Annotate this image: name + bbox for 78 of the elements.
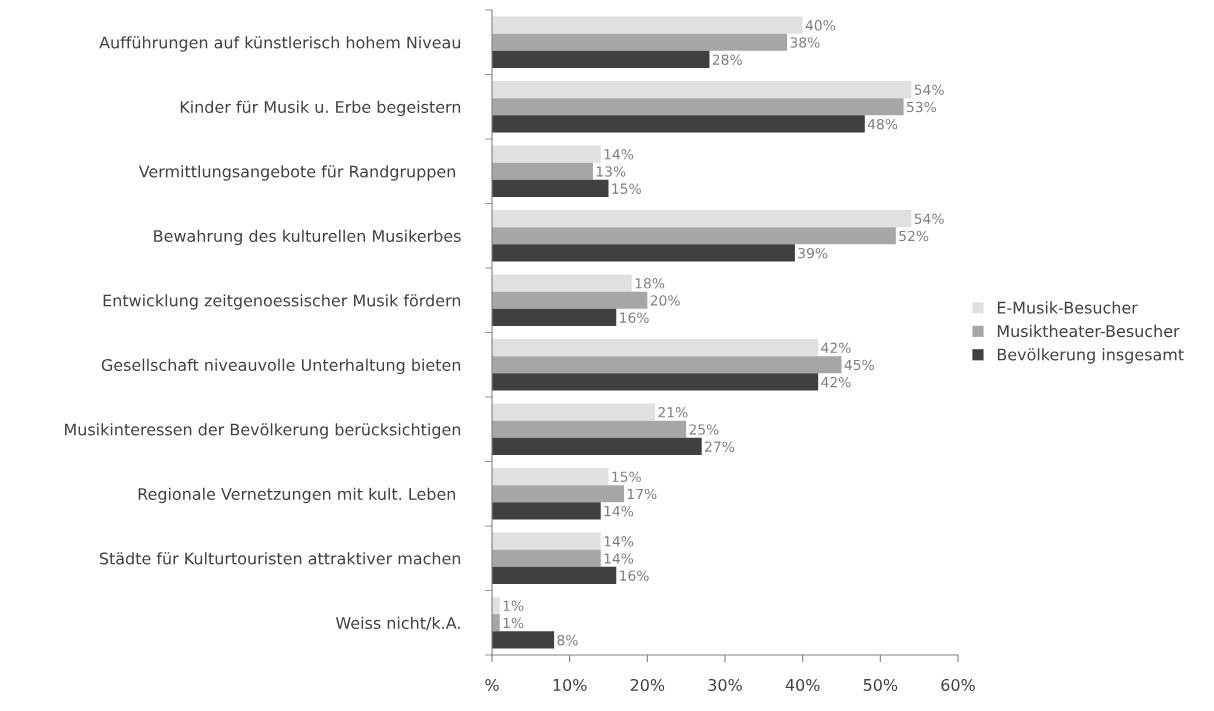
bar [492,291,648,309]
y-tick-label: Kinder für Musik u. Erbe begeistern [180,100,461,117]
data-label: 54% [914,213,944,225]
legend-label: E-Musik-Besucher [997,301,1138,314]
bar [492,274,632,292]
x-tick-label: 60% [941,678,975,691]
data-label: 38% [790,37,820,48]
bar [492,403,656,421]
data-label: 20% [650,295,680,306]
bar [492,566,617,585]
x-tick-label: 20% [630,678,665,691]
bar [492,33,788,51]
data-label: 1% [503,600,524,612]
data-label: 45% [844,359,874,371]
data-label: 8% [557,634,578,646]
y-tick-label: Städte für Kulturtouristen attraktiver machen [99,552,461,565]
bar [492,485,625,503]
data-label: 17% [627,488,657,500]
y-tick-label: Weiss nicht/k.A. [335,616,460,631]
x-tick-label: 30% [708,678,742,691]
bar [492,115,865,133]
data-label: 21% [658,407,688,418]
data-label: 53% [907,101,937,113]
x-tick-label: 40% [785,678,820,691]
data-label: 14% [604,149,634,160]
data-label: 52% [899,230,929,242]
bar [492,244,795,262]
y-tick-label: Regionale Vernetzungen mit kult. Leben [138,487,456,504]
data-label: 39% [798,247,828,259]
data-label: 54% [914,84,944,96]
y-tick-label: Musikinteressen der Bevölkerung berücksichtigen [65,423,461,439]
legend-label: Musiktheater-Besucher [997,324,1180,338]
bar [492,502,601,520]
data-label: 27% [705,441,735,452]
bar [492,145,601,163]
data-label: 40% [805,20,836,31]
bar [492,532,601,550]
legend-label: Bevölkerung insgesamt [997,348,1184,364]
data-label: 13% [596,166,626,177]
data-label: 15% [612,471,641,483]
data-label: 42% [821,376,851,388]
bar [492,16,803,34]
data-label: 25% [689,424,719,435]
data-label: 16% [620,570,649,581]
bar [492,631,555,649]
bar [492,338,819,357]
data-label: 18% [635,278,665,289]
y-tick-label: Bewahrung des kulturellen Musikerbes [154,229,461,246]
data-label: 42% [821,342,851,354]
bar [492,179,609,198]
bar [492,50,710,69]
y-tick-label: Aufführungen auf künstlerisch hohem Niveau [99,36,460,52]
data-label: 14% [604,536,634,547]
bar [492,437,702,456]
bar [492,549,601,567]
bar [492,227,896,245]
bar [492,356,842,374]
y-tick-label: Vermittlungsangebote für Randgruppen [138,165,456,181]
data-label: 28% [712,54,742,65]
data-label: 14% [604,505,634,517]
x-tick-label: % [485,678,499,691]
bar [492,209,912,228]
bar [492,467,609,486]
data-label: 15% [612,183,641,194]
y-tick-label: Entwicklung zeitgenoessischer Musik fördern [103,294,461,310]
x-tick-label: 10% [553,678,587,691]
y-tick-label: Gesellschaft niveauvolle Unterhaltung bieten [101,358,461,375]
data-label: 1% [503,617,524,629]
data-label: 48% [867,118,898,130]
data-label: 16% [620,312,649,323]
bar [492,98,904,116]
bar [492,80,912,99]
bar [492,162,593,180]
bar [492,420,687,438]
bar [492,308,617,327]
x-tick-label: 50% [863,678,898,691]
bar [492,373,819,391]
data-label: 14% [604,553,634,564]
